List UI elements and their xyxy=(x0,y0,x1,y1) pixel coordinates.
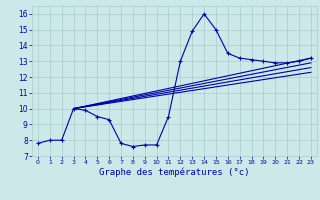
X-axis label: Graphe des températures (°c): Graphe des températures (°c) xyxy=(99,168,250,177)
